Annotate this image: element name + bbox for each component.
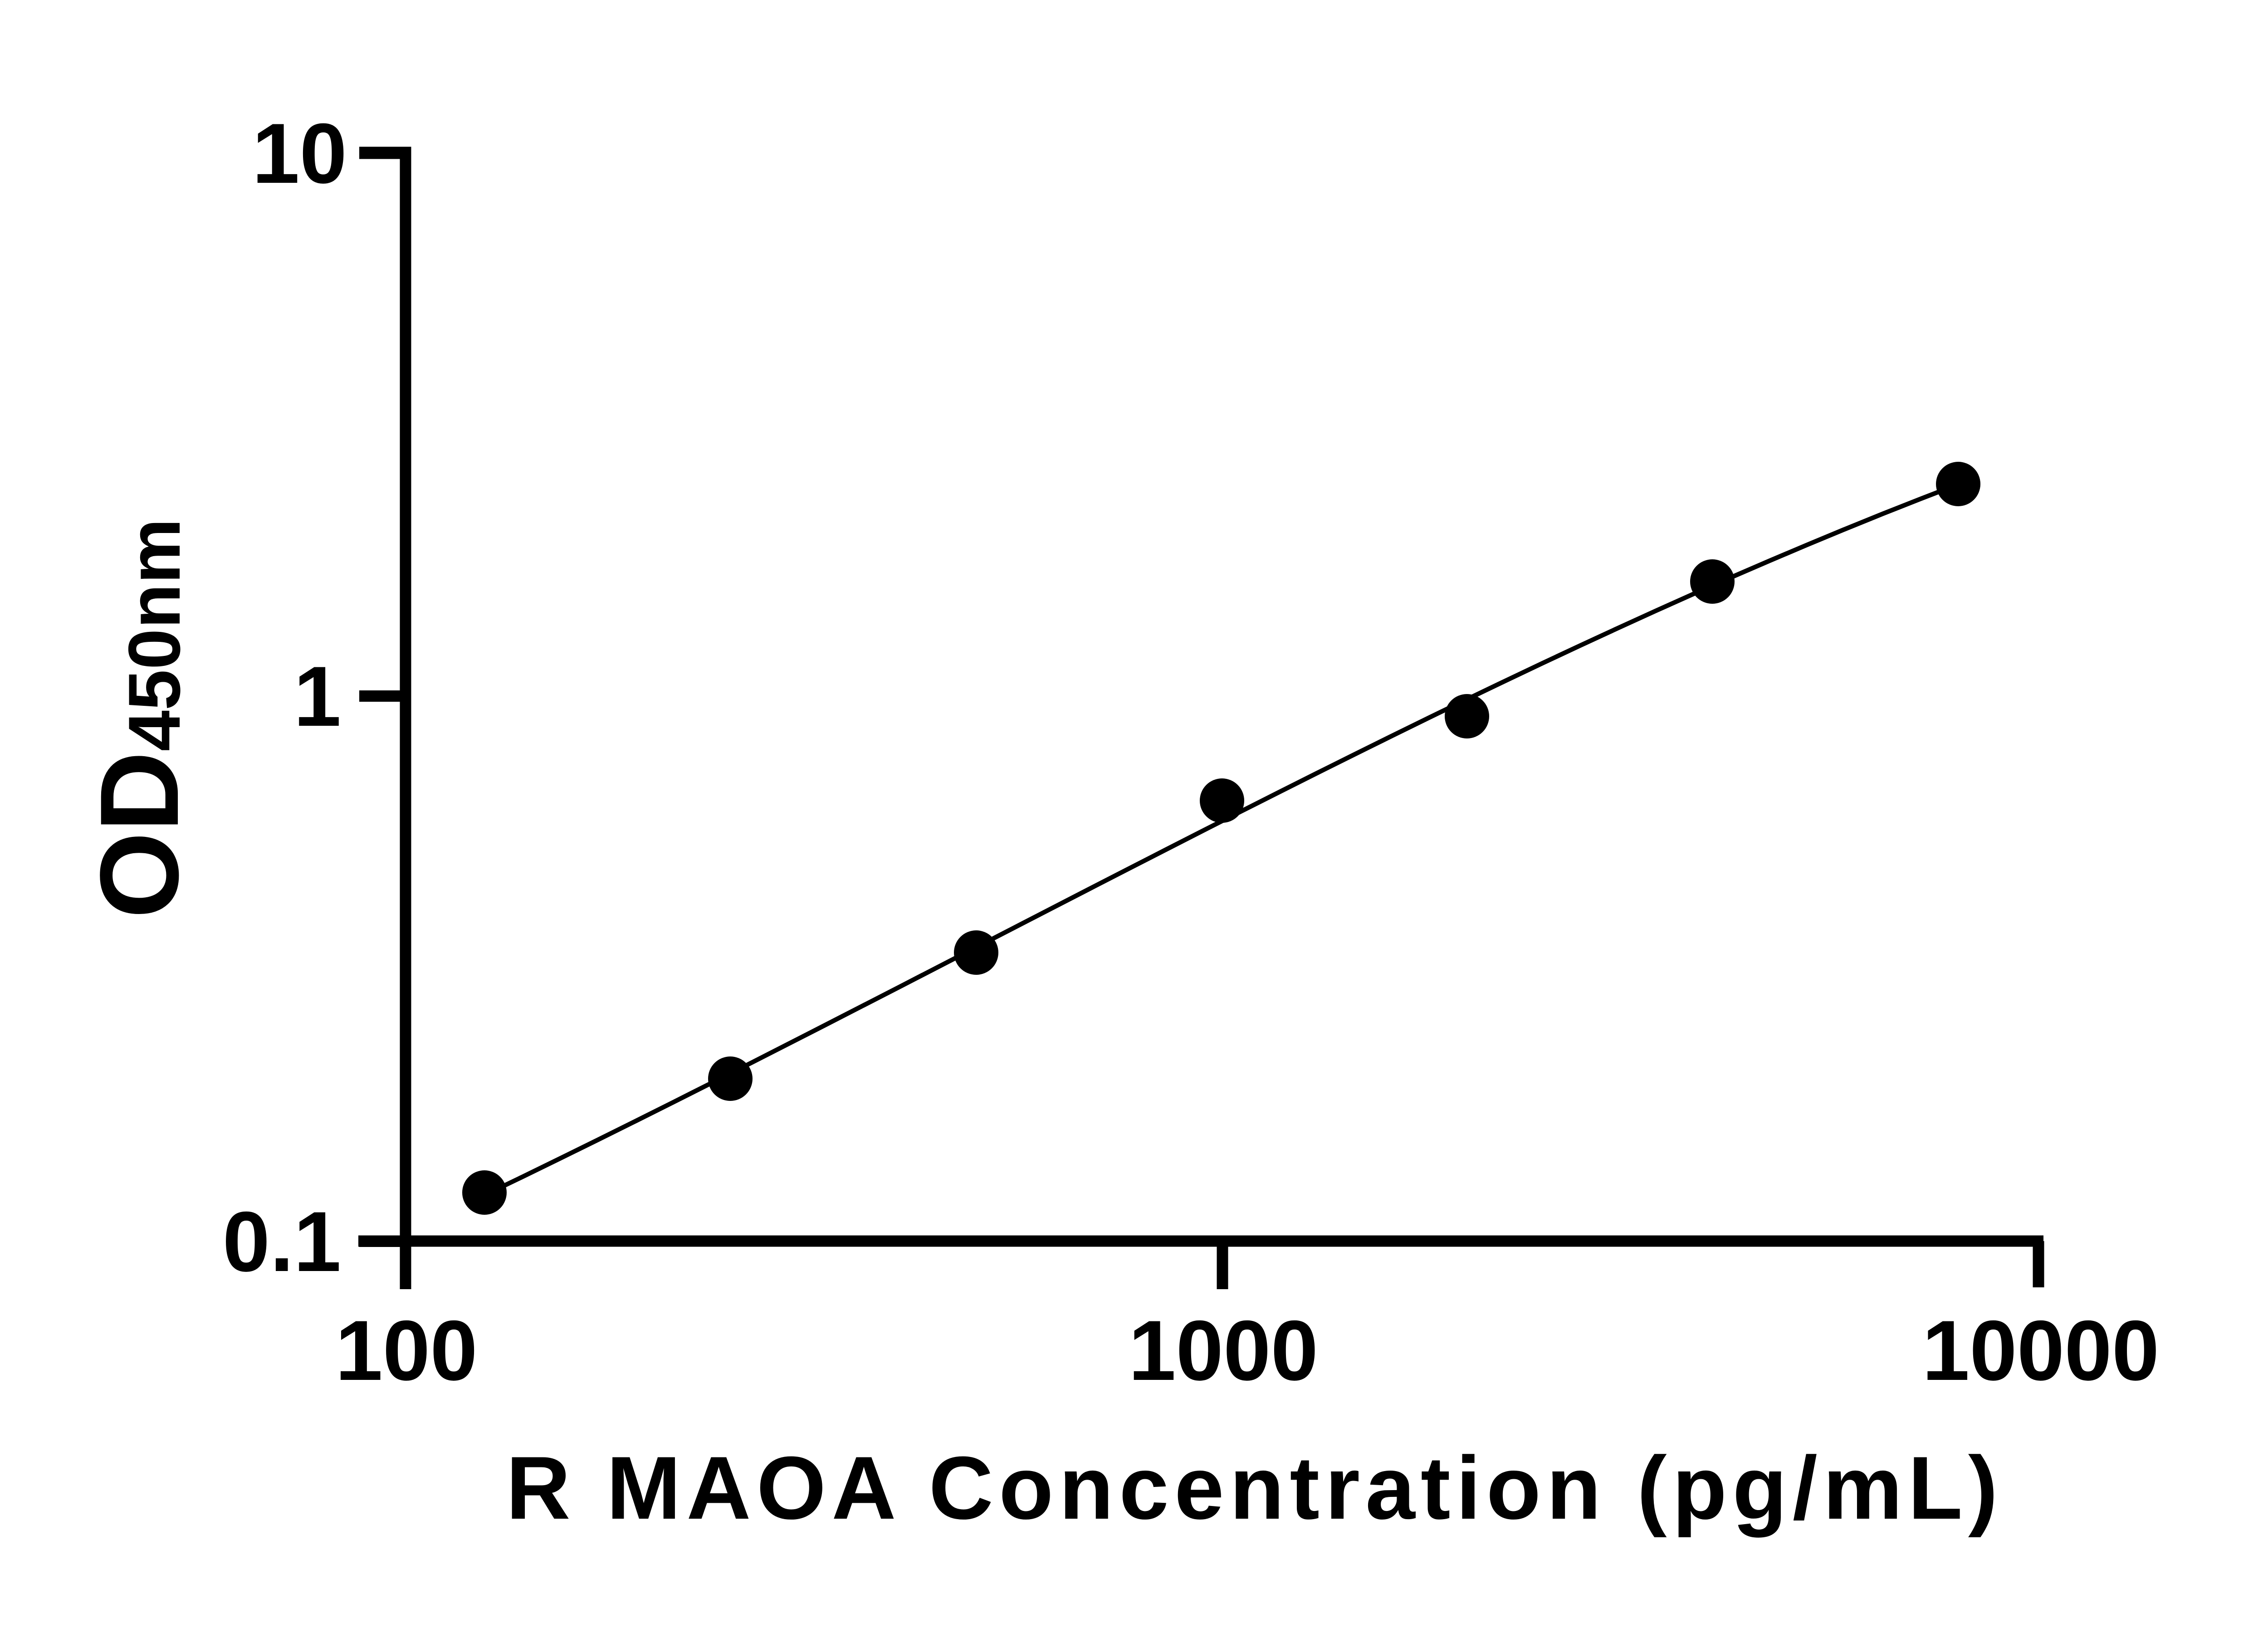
svg-text:100: 100 <box>335 1303 478 1398</box>
svg-text:1000: 1000 <box>1129 1303 1318 1398</box>
svg-text:0.1: 0.1 <box>223 1194 341 1289</box>
svg-text:R MAOA Concentration (pg/mL): R MAOA Concentration (pg/mL) <box>506 1438 1998 1538</box>
svg-text:10000: 10000 <box>1922 1303 2160 1398</box>
svg-text:10: 10 <box>252 106 347 201</box>
svg-text:1: 1 <box>293 649 341 744</box>
